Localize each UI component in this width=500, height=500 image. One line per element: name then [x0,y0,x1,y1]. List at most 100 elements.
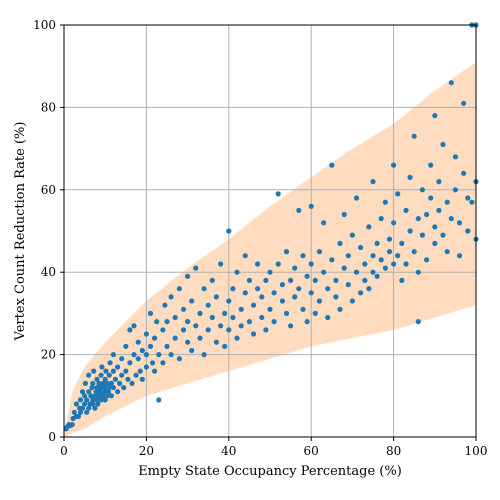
data-point [108,380,114,386]
data-point [154,319,160,325]
data-point [321,220,327,226]
data-point [456,220,463,226]
data-point [226,228,232,234]
data-point [461,170,467,176]
data-point [366,224,372,230]
data-point [255,261,261,267]
data-point [71,409,77,415]
data-point [370,179,376,185]
data-point [374,240,380,246]
data-point [91,368,97,374]
data-point [234,269,240,275]
x-tick-label: 80 [386,444,401,458]
data-point [325,286,331,292]
data-point [79,389,86,395]
data-point [370,269,376,275]
data-point [102,397,108,403]
data-point [296,207,302,213]
data-point [271,319,277,325]
data-point [329,162,335,168]
data-point [101,389,107,395]
data-point [197,310,203,316]
data-point [329,257,335,263]
band-area [64,62,476,437]
data-point [469,199,475,205]
data-point [115,364,121,370]
data-point [230,286,236,292]
data-point [152,335,158,341]
data-point [288,323,294,329]
data-point [185,319,191,325]
data-point [143,352,149,358]
data-point [316,249,322,255]
data-point [125,376,131,382]
data-point [403,207,409,213]
data-point [115,389,121,395]
data-point [172,335,178,341]
data-point [82,393,88,399]
data-point [246,277,252,283]
data-point [205,327,211,333]
data-points [63,22,479,432]
x-tick-label: 60 [304,444,319,458]
data-point [308,290,314,296]
data-point [440,232,446,238]
data-point [84,409,90,415]
data-point [102,385,108,391]
data-point [143,364,149,370]
data-point [461,100,467,106]
data-point [382,265,388,271]
plot-frame [63,24,477,438]
data-point [86,405,92,411]
y-tick-label: 100 [33,18,56,32]
data-point [106,372,112,378]
data-point [100,393,106,399]
data-point [316,298,322,304]
data-point [259,314,265,321]
data-point [415,269,421,275]
data-point [432,240,438,246]
data-point [82,401,88,407]
data-point [84,397,90,403]
data-point [150,360,156,366]
data-point [107,360,113,366]
data-point [312,310,318,316]
data-point [180,306,187,312]
data-point [98,385,104,391]
data-point [304,273,310,279]
data-point [279,298,285,304]
data-point [358,244,364,251]
data-point [407,174,413,180]
data-point [147,343,154,349]
data-point [411,249,417,255]
data-point [292,294,298,300]
data-point [386,249,393,255]
data-point [448,80,454,86]
data-point [279,282,285,288]
data-point [419,232,425,238]
data-point [77,409,84,415]
x-tick-label: 20 [139,444,154,458]
data-point [185,339,191,345]
data-point [362,277,368,283]
data-point [213,339,219,345]
data-point [98,372,104,378]
data-point [304,319,310,325]
data-point [90,397,96,403]
data-point [362,261,368,267]
data-point [147,310,154,316]
data-point [135,356,141,362]
data-point [108,393,114,399]
data-point [135,339,141,345]
data-point [300,253,306,259]
data-point [102,376,108,382]
x-tick-label: 40 [221,444,236,458]
data-point [263,327,269,333]
data-point [89,385,95,391]
data-point [94,385,100,391]
data-point [255,286,261,292]
data-point [283,310,290,316]
data-point [452,154,458,160]
data-point [77,397,84,403]
data-point [226,327,232,333]
